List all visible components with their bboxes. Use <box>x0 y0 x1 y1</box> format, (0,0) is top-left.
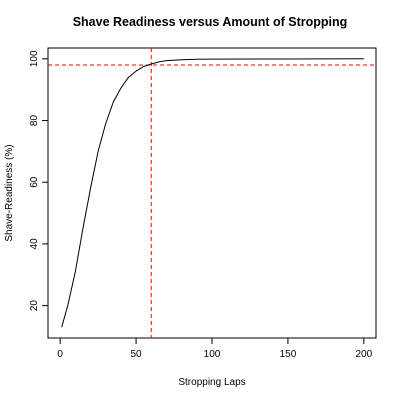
y-tick-label: 60 <box>29 176 40 188</box>
y-tick-label: 100 <box>29 50 40 67</box>
x-tick-label: 50 <box>131 349 143 360</box>
y-tick-label: 40 <box>29 238 40 250</box>
x-tick-label: 200 <box>356 349 373 360</box>
y-axis-label: Shave-Readiness (%) <box>4 144 15 241</box>
x-axis-label: Stropping Laps <box>178 377 245 388</box>
chart-title: Shave Readiness versus Amount of Stroppi… <box>73 15 348 29</box>
plot-frame <box>47 47 377 339</box>
x-tick-label: 0 <box>57 349 63 360</box>
x-tick-label: 100 <box>204 349 221 360</box>
y-tick-label: 20 <box>29 300 40 312</box>
reference-lines <box>48 48 376 338</box>
series-line <box>61 58 364 328</box>
x-tick-label: 150 <box>280 349 297 360</box>
y-axis: 20 40 60 80 100 <box>29 50 48 311</box>
x-axis: 0 50 100 150 200 <box>57 338 373 360</box>
y-tick-label: 80 <box>29 115 40 127</box>
